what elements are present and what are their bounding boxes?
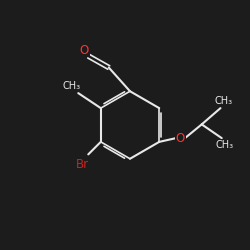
Text: CH₃: CH₃ <box>62 81 80 91</box>
Text: CH₃: CH₃ <box>214 96 232 106</box>
Text: O: O <box>80 44 89 57</box>
Text: CH₃: CH₃ <box>216 140 234 150</box>
Text: O: O <box>176 132 185 144</box>
Text: Br: Br <box>76 158 88 171</box>
